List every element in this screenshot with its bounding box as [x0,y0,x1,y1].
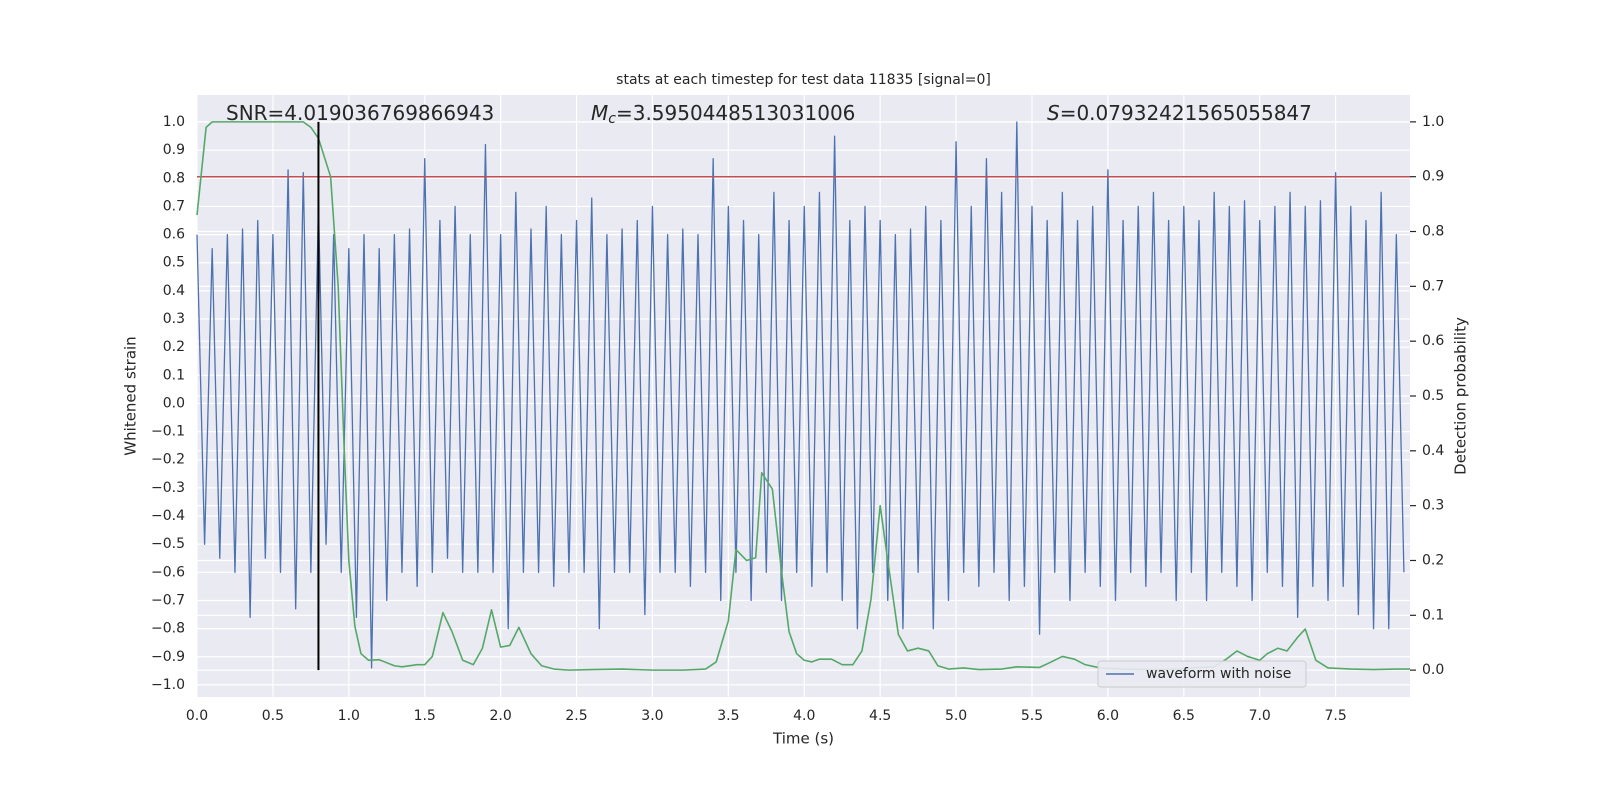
chart-title: stats at each timestep for test data 118… [616,72,991,88]
annotation-symbol: M [591,101,608,125]
x-tick-label: 2.0 [489,708,511,724]
y-tick-label: 0.2 [163,339,185,355]
x-tick-label: 1.0 [338,708,360,724]
annotation: Mc=3.5950448513031006 [591,101,855,128]
y2-tick-label: 0.9 [1422,169,1444,185]
x-tick-label: 0.5 [262,708,284,724]
annotation-text: SNR=4.019036769866943 [226,101,494,125]
legend-box [1097,660,1307,688]
y2-tick-label: 0.0 [1422,662,1444,678]
y-tick-label: −0.1 [151,424,185,440]
x-tick-label: 0.0 [186,708,208,724]
legend: waveform with noise [1097,660,1307,688]
y-tick-label: 0.3 [163,311,185,327]
y-tick-label: 0.4 [163,283,185,299]
y-tick-label: −0.5 [151,536,185,552]
grid [196,95,1410,697]
y-tick-label: −1.0 [151,677,185,693]
y2-tick-label: 0.6 [1422,333,1444,349]
y2-tick-label: 0.1 [1422,607,1444,623]
annotation: S=0.07932421565055847 [1047,101,1312,125]
annotation-symbol: S [1047,101,1060,125]
y-tick-label: 0.7 [163,198,185,214]
x-tick-label: 3.0 [641,708,663,724]
x-tick-label: 2.5 [565,708,587,724]
series-line [196,121,1405,669]
annotation-text: =0.07932421565055847 [1060,101,1312,125]
y-tick-label: −0.2 [151,452,185,468]
x-tick-label: 6.5 [1173,708,1195,724]
x-axis-label: Time (s) [772,730,834,748]
x-tick-label: 1.5 [414,708,436,724]
y2-tick-label: 0.4 [1422,443,1444,459]
y-tick-label: 0.6 [163,227,185,243]
y2-tick-label: 0.7 [1422,278,1444,294]
x-tick-label: 5.5 [1021,708,1043,724]
y2-tick-label: 0.2 [1422,552,1444,568]
x-tick-label: 5.0 [945,708,967,724]
y-tick-label: −0.4 [151,508,185,524]
legend-label: waveform with noise [1146,666,1291,682]
y2-axis-label: Detection probability [1452,317,1470,475]
y-tick-label: 0.9 [163,142,185,158]
x-tick-label: 3.5 [717,708,739,724]
x-tick-label: 6.0 [1097,708,1119,724]
y-tick-label: −0.8 [151,621,185,637]
y-tick-label: 1.0 [163,114,185,130]
y2-tick-label: 0.3 [1422,498,1444,514]
y2-tick-label: 0.8 [1422,224,1444,240]
y-tick-label: −0.9 [151,649,185,665]
y-tick-label: −0.3 [151,480,185,496]
annotation-text: =3.5950448513031006 [616,101,855,125]
y2-tick-label: 0.5 [1422,388,1444,404]
annotation-subscript: c [608,111,616,127]
y-tick-label: 0.8 [163,170,185,186]
axes: 0.0 0.5 1.0 1.5 2.0 2.5 3.0 3.5 4.0 4.5 5.0 5.5 6.0 6… [151,114,1444,724]
y-axis-label: Whitened strain [122,336,140,455]
annotation: SNR=4.019036769866943 [226,101,494,125]
x-tick-label: 7.5 [1324,708,1346,724]
y2-tick-label: 1.0 [1422,114,1444,130]
x-tick-label: 7.0 [1249,708,1271,724]
y-tick-label: 0.0 [163,395,185,411]
y-tick-label: 0.1 [163,367,185,383]
y-tick-label: −0.6 [151,564,185,580]
y-tick-label: −0.7 [151,592,185,608]
y-tick-label: 0.5 [163,255,185,271]
x-tick-label: 4.0 [793,708,815,724]
x-tick-label: 4.5 [869,708,891,724]
